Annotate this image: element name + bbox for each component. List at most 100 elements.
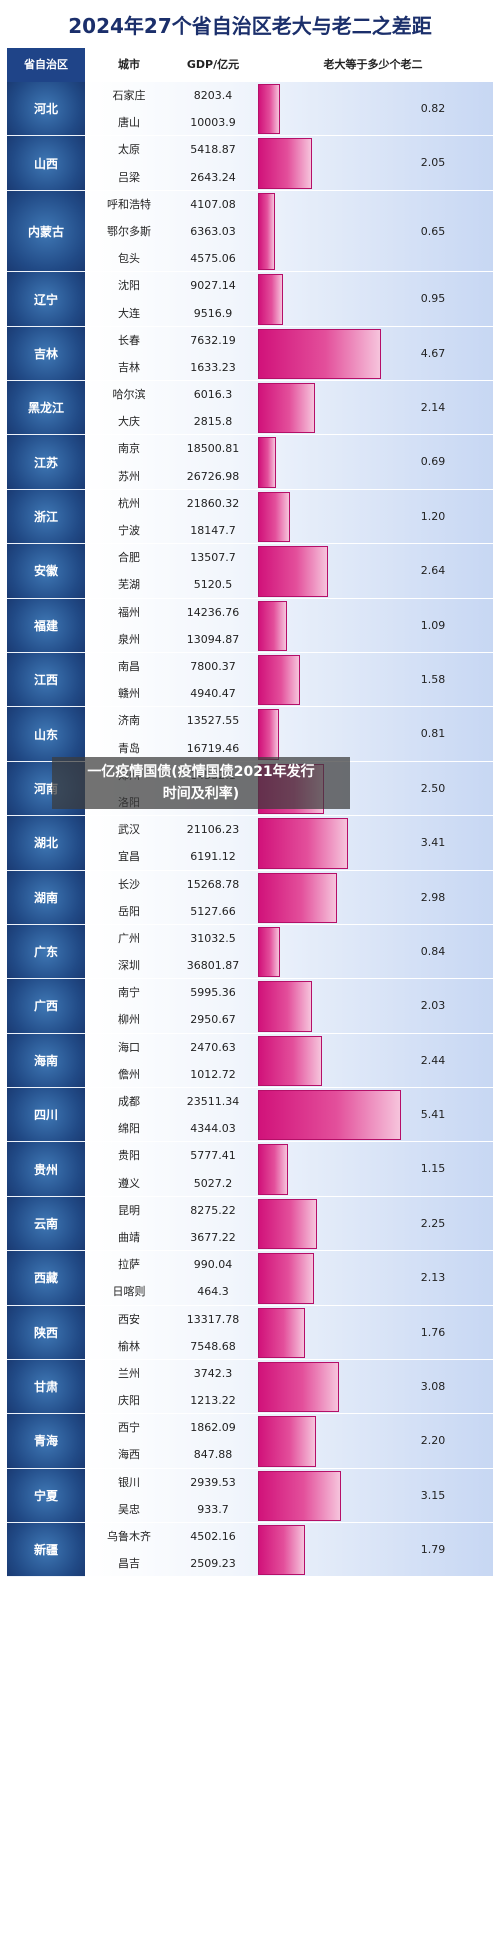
province-label: 辽宁 [7, 272, 85, 327]
province-label: 云南 [7, 1196, 85, 1252]
city-name: 大连 [118, 306, 140, 320]
gdp-value: 4575.06 [190, 252, 236, 266]
row-divider [85, 597, 493, 599]
gdp-value: 15268.78 [186, 877, 240, 891]
ratio-label: 2.50 [420, 781, 446, 795]
province-label: 河北 [7, 82, 85, 137]
city-name: 青岛 [118, 741, 140, 755]
city-name: 哈尔滨 [112, 388, 146, 402]
row-divider [85, 1522, 493, 1524]
table-row: 湖北 武汉 21106.23 宜昌 6191.12 3.41 [7, 816, 493, 871]
table-row: 陕西 西安 13317.78 榆林 7548.68 1.76 [7, 1305, 493, 1360]
row-background [85, 707, 493, 762]
province-label: 广东 [7, 924, 85, 980]
province-label: 吉林 [7, 326, 85, 382]
city-name: 大庆 [118, 415, 140, 429]
gdp-value: 5120.5 [193, 578, 233, 592]
ratio-label: 3.08 [420, 1379, 446, 1393]
gdp-value: 3742.3 [193, 1366, 233, 1380]
province-label: 江苏 [7, 435, 85, 490]
ratio-label: 0.82 [420, 102, 446, 115]
province-label: 江西 [7, 652, 85, 708]
city-name: 沈阳 [118, 279, 140, 293]
province-label: 西藏 [7, 1251, 85, 1306]
row-divider [85, 1087, 493, 1089]
city-name: 拉萨 [118, 1258, 140, 1272]
gdp-value: 7800.37 [190, 659, 236, 673]
ratio-bar [258, 546, 328, 597]
city-name: 西安 [118, 1312, 140, 1326]
ratio-bar [258, 138, 313, 189]
table-row: 山西 太原 5418.87 吕梁 2643.24 2.05 [7, 136, 493, 191]
ratio-label: 2.98 [420, 890, 446, 904]
ratio-label: 3.41 [420, 836, 446, 850]
ratio-label: 1.79 [420, 1543, 446, 1557]
province-label: 广西 [7, 979, 85, 1034]
gdp-value: 6363.03 [190, 224, 236, 238]
ratio-label: 2.20 [420, 1434, 446, 1448]
ratio-label: 0.95 [420, 292, 446, 306]
row-divider [85, 271, 493, 273]
province-label: 内蒙古 [7, 190, 85, 273]
gdp-value: 1862.09 [190, 1421, 236, 1435]
city-name: 苏州 [118, 469, 140, 483]
row-divider [85, 978, 493, 980]
ratio-label: 1.20 [420, 509, 446, 523]
header-city: 城市 [85, 48, 173, 82]
gdp-value: 5418.87 [190, 143, 236, 157]
gdp-value: 2939.53 [190, 1475, 236, 1489]
chart-title: 2024年27个省自治区老大与老二之差距 [68, 14, 432, 38]
city-name: 南昌 [118, 659, 140, 673]
gdp-value: 14236.76 [186, 605, 240, 619]
city-name: 儋州 [118, 1067, 140, 1081]
row-divider [85, 135, 493, 137]
header-province: 省自治区 [7, 48, 85, 82]
row-divider [85, 1141, 493, 1143]
overlay-line-1: 一亿疫情国债(疫情国债2021年发行 [87, 764, 315, 780]
gdp-value: 8203.4 [193, 89, 233, 102]
row-divider [85, 1304, 493, 1306]
gdp-value: 7548.68 [190, 1339, 236, 1353]
province-label: 安徽 [7, 544, 85, 599]
city-name: 长沙 [118, 877, 140, 891]
table-row: 辽宁 沈阳 9027.14 大连 9516.9 0.95 [7, 272, 493, 327]
row-background [85, 82, 493, 137]
city-name: 宁波 [118, 524, 140, 538]
table-row: 青海 西宁 1862.09 海西 847.88 2.20 [7, 1414, 493, 1469]
ratio-bar [258, 274, 284, 325]
city-name: 成都 [118, 1095, 140, 1109]
ratio-label: 0.65 [420, 224, 446, 238]
gdp-value: 2509.23 [190, 1557, 236, 1571]
gdp-value: 4502.16 [190, 1530, 236, 1544]
city-name: 呼和浩特 [107, 197, 151, 211]
city-name: 昆明 [118, 1203, 140, 1217]
gdp-value: 8275.22 [190, 1203, 236, 1217]
header-gdp: GDP/亿元 [173, 48, 253, 82]
city-name: 贵阳 [118, 1149, 140, 1163]
table-row: 湖南 长沙 15268.78 岳阳 5127.66 2.98 [7, 870, 493, 925]
gdp-value: 4107.08 [190, 197, 236, 211]
ratio-label: 2.14 [420, 401, 446, 415]
gdp-value: 5027.2 [193, 1176, 233, 1190]
gdp-value: 36801.87 [186, 959, 240, 973]
table-row: 河北 石家庄 8203.4 唐山 10003.9 0.82 [7, 82, 493, 137]
gdp-value: 464.3 [197, 1285, 229, 1299]
province-label: 青海 [7, 1414, 85, 1469]
row-divider [85, 380, 493, 382]
row-background [85, 272, 493, 327]
city-name: 昌吉 [118, 1557, 140, 1571]
city-name: 唐山 [118, 116, 140, 130]
gdp-value: 2470.63 [190, 1040, 236, 1054]
gdp-value: 13094.87 [186, 632, 240, 646]
table-row: 甘肃 兰州 3742.3 庆阳 1213.22 3.08 [7, 1359, 493, 1415]
ratio-bar [258, 84, 280, 135]
gdp-value: 2643.24 [190, 170, 236, 184]
city-name: 吕梁 [118, 170, 140, 184]
city-name: 柳州 [118, 1013, 140, 1027]
city-name: 吉林 [118, 360, 140, 374]
ratio-bar [258, 1307, 305, 1358]
table-row: 贵州 贵阳 5777.41 遵义 5027.2 1.15 [7, 1142, 493, 1197]
ratio-label: 1.58 [420, 672, 446, 686]
city-name: 广州 [118, 931, 140, 945]
city-name: 庆阳 [118, 1394, 140, 1408]
